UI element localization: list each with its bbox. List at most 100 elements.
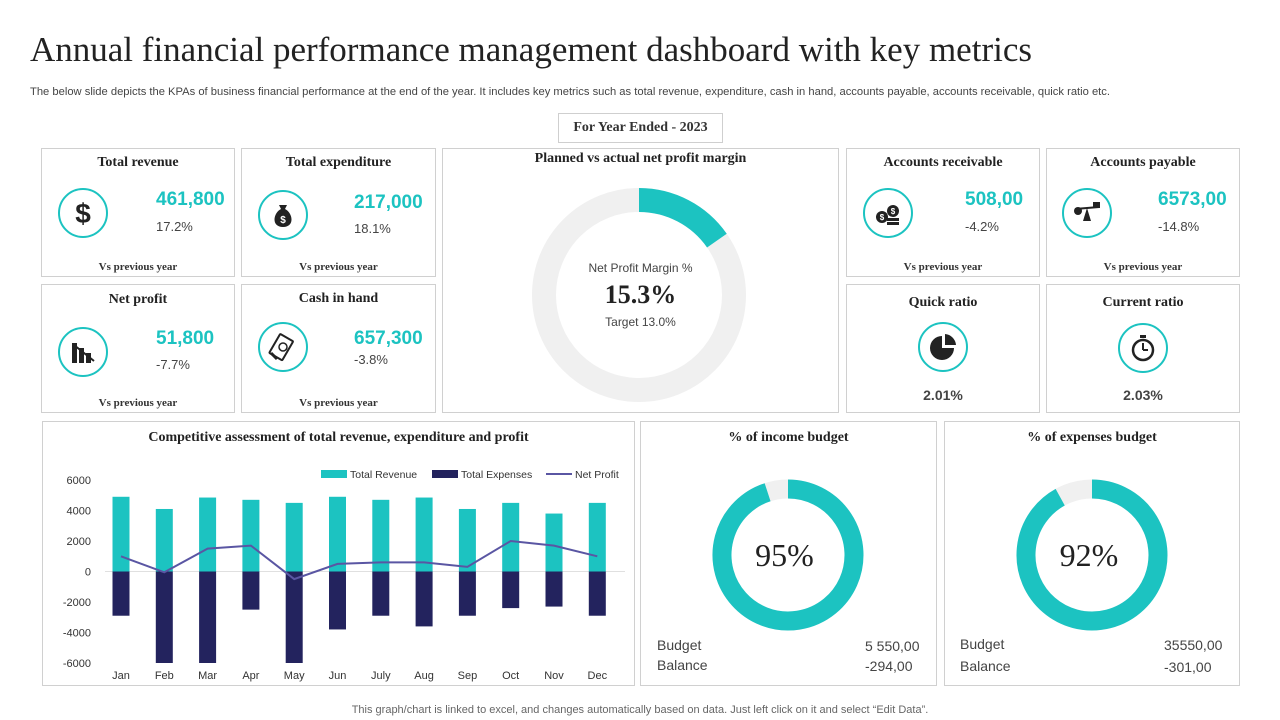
card-title: Current ratio — [1102, 295, 1184, 310]
kpi-footer: Vs previous year — [1103, 261, 1183, 273]
y-tick-label: 0 — [85, 567, 91, 579]
donut-value-arc — [1016, 479, 1168, 631]
coins-icon: $ $ — [863, 188, 913, 238]
x-tick-label: Feb — [155, 670, 174, 682]
expenses-bar — [502, 571, 520, 609]
y-tick-label: -2000 — [63, 597, 91, 609]
budget-value: 35550,00 — [1164, 637, 1223, 653]
revenue-bar — [155, 508, 173, 572]
legend-swatch — [321, 470, 347, 478]
budget-label: Budget — [960, 636, 1005, 652]
kpi-value: 657,300 — [354, 328, 423, 349]
quick-ratio-card: Quick ratio 2.01% — [846, 284, 1040, 413]
expenses-bar — [285, 571, 303, 663]
cash-hand-icon — [258, 322, 308, 372]
legend-label: Total Revenue — [350, 469, 417, 481]
expenses-bar — [242, 571, 260, 610]
kpi-change: -4.2% — [965, 219, 999, 234]
net-profit-line — [120, 539, 598, 581]
revenue-bar — [458, 508, 476, 572]
x-tick-label: Mar — [198, 670, 217, 682]
total-expenditure-card: Total expenditure $ 217,000 18.1% Vs pre… — [241, 148, 436, 277]
margin-target: Target 13.0% — [605, 315, 676, 329]
kpi-value: 508,00 — [965, 189, 1024, 210]
expenses-bar — [199, 571, 217, 663]
kpi-value: 461,800 — [156, 189, 225, 210]
income-budget-card: % of income budget 95% Budget 5 550,00 B… — [640, 421, 937, 686]
card-title: % of income budget — [728, 430, 849, 445]
x-tick-label: Dec — [588, 670, 608, 682]
expenses-bar — [458, 571, 476, 616]
money-bag-icon: $ — [258, 190, 308, 240]
revenue-bar — [329, 496, 346, 572]
x-tick-label: Apr — [242, 670, 259, 682]
expenses-budget-donut — [1016, 479, 1168, 631]
dollar-icon: $ — [58, 188, 108, 238]
x-tick-label: Jun — [329, 670, 347, 682]
x-tick-label: Sep — [458, 670, 478, 682]
y-tick-label: 4000 — [67, 506, 91, 518]
profit-margin-card: Planned vs actual net profit margin Net … — [442, 148, 839, 413]
expenses-bar — [588, 571, 606, 616]
expenses-bar — [112, 571, 130, 616]
revenue-bar — [112, 496, 130, 572]
kpi-value: 6573,00 — [1158, 189, 1227, 210]
expenses-bar — [155, 571, 173, 663]
assessment-chart-card: Competitive assessment of total revenue,… — [42, 421, 635, 686]
budget-value: 5 550,00 — [865, 638, 920, 654]
profit-margin-donut — [532, 188, 746, 402]
x-tick-label: Nov — [544, 670, 564, 682]
y-tick-label: -4000 — [63, 628, 91, 640]
svg-text:$: $ — [891, 207, 896, 216]
pie-icon — [918, 322, 968, 372]
page-title: Annual financial performance management … — [30, 30, 1032, 69]
revenue-bar — [588, 502, 606, 572]
card-title: Quick ratio — [908, 295, 978, 310]
accounts-payable-card: Accounts payable 6573,00 -14.8% Vs previ… — [1046, 148, 1240, 277]
donut-value-arc — [712, 479, 864, 631]
expenses-bar — [329, 571, 346, 630]
accounts-receivable-card: Accounts receivable $ $ 508,00 -4.2% Vs … — [846, 148, 1040, 277]
kpi-footer: Vs previous year — [903, 261, 983, 273]
card-title: Total revenue — [97, 155, 179, 170]
budget-label: Budget — [657, 637, 702, 653]
assessment-chart: 6000 4000 2000 0 -2000 -4000 -6000 Jan Feb Mar Apr… — [63, 469, 625, 682]
kpi-value: 217,000 — [354, 192, 423, 213]
card-title: Total expenditure — [285, 155, 392, 170]
balance-value: -301,00 — [1164, 659, 1212, 675]
legend-label: Net Profit — [575, 469, 619, 481]
card-title: Net profit — [108, 292, 168, 307]
legend-label: Total Expenses — [461, 469, 532, 481]
svg-text:$: $ — [880, 213, 885, 222]
ratio-value: 2.03% — [1123, 387, 1163, 403]
revenue-bar — [242, 499, 260, 572]
revenue-bar — [415, 497, 433, 572]
card-title: % of expenses budget — [1027, 430, 1157, 445]
footer-note: This graph/chart is linked to excel, and… — [351, 704, 929, 716]
kpi-change: 17.2% — [156, 219, 193, 234]
net-profit-card: Net profit 51,800 -7.7% Vs previous year — [41, 284, 235, 413]
card-title: Accounts receivable — [883, 155, 1003, 170]
x-tick-label: July — [371, 670, 391, 682]
margin-label: Net Profit Margin % — [588, 261, 693, 275]
stopwatch-icon — [1118, 323, 1168, 373]
period-label: For Year Ended - 2023 — [558, 113, 723, 143]
revenue-bar — [372, 499, 390, 572]
current-ratio-card: Current ratio 2.03% — [1046, 284, 1240, 413]
income-budget-donut — [712, 479, 864, 631]
balance-value: -294,00 — [865, 658, 913, 674]
x-tick-label: Aug — [414, 670, 434, 682]
margin-value: 15.3% — [604, 280, 677, 309]
kpi-footer: Vs previous year — [299, 261, 378, 273]
x-tick-label: May — [284, 670, 305, 682]
x-tick-label: Oct — [502, 670, 519, 682]
kpi-change: -3.8% — [354, 352, 388, 367]
kpi-change: -14.8% — [1158, 219, 1200, 234]
cash-in-hand-card: Cash in hand 657,300 -3.8% Vs previous y… — [241, 284, 436, 413]
card-title: Cash in hand — [298, 291, 379, 306]
y-tick-label: 2000 — [67, 536, 91, 548]
kpi-footer: Vs previous year — [299, 397, 378, 409]
y-tick-label: -6000 — [63, 658, 91, 670]
expenses-bar — [545, 571, 563, 607]
balance-label: Balance — [960, 658, 1011, 674]
